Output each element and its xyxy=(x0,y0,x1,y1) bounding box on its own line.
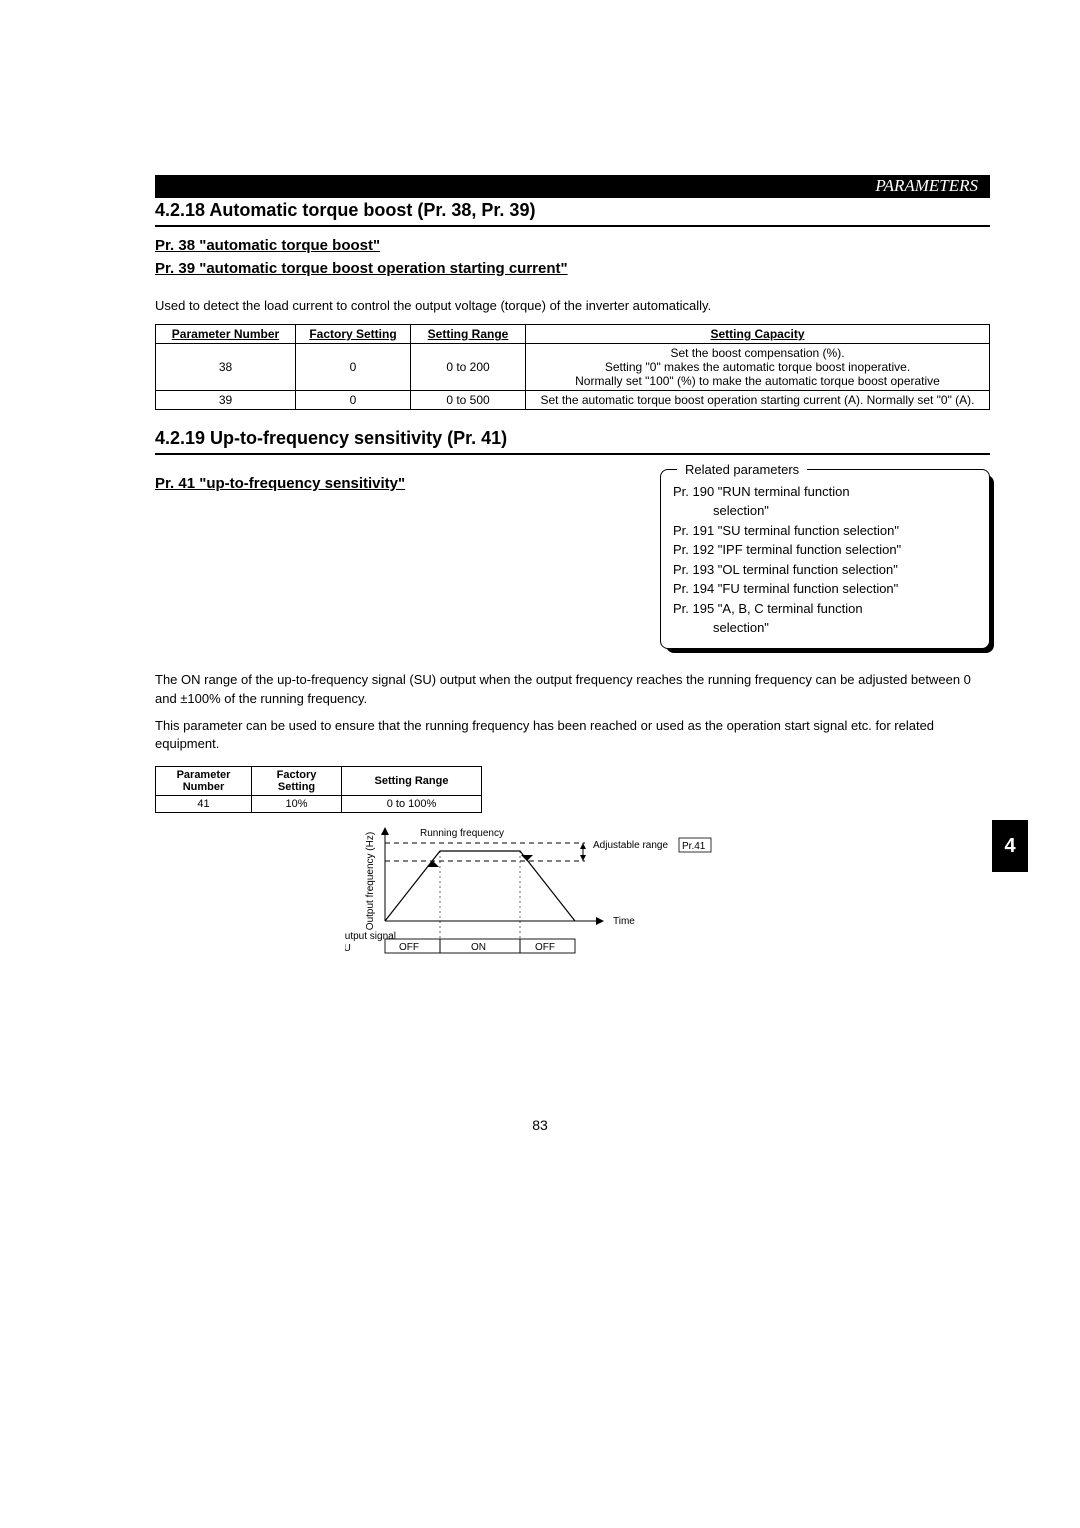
pr41-subheading: Pr. 41 "up-to-frequency sensitivity" xyxy=(155,475,625,492)
cell-num: 39 xyxy=(156,390,296,409)
svg-text:OFF: OFF xyxy=(535,942,555,953)
section2-para2: This parameter can be used to ensure tha… xyxy=(155,717,990,755)
section2-para1: The ON range of the up-to-frequency sign… xyxy=(155,671,990,709)
svg-text:ON: ON xyxy=(471,942,486,953)
svg-text:Adjustable range: Adjustable range xyxy=(593,840,668,851)
svg-text:Output signal: Output signal xyxy=(345,931,396,942)
cell-factory: 0 xyxy=(296,343,411,390)
pr38-subheading: Pr. 38 "automatic torque boost" xyxy=(155,237,990,254)
callout-line: Pr. 190 "RUN terminal function xyxy=(673,482,979,502)
cell-factory: 0 xyxy=(296,390,411,409)
cell-capacity: Set the boost compensation (%). Setting … xyxy=(526,343,990,390)
callout-line: Pr. 191 "SU terminal function selection" xyxy=(673,521,979,541)
svg-text:Pr.41: Pr.41 xyxy=(682,841,706,852)
callout-line: Pr. 194 "FU terminal function selection" xyxy=(673,579,979,599)
svg-text:OFF: OFF xyxy=(399,942,419,953)
th-param-num: Parameter Number xyxy=(156,324,296,343)
section-4-2-19-heading: 4.2.19 Up-to-frequency sensitivity (Pr. … xyxy=(155,428,990,455)
table-row: 38 0 0 to 200 Set the boost compensation… xyxy=(156,343,990,390)
cell-range: 0 to 200 xyxy=(411,343,526,390)
pr39-subheading: Pr. 39 "automatic torque boost operation… xyxy=(155,260,990,277)
cell-num: 38 xyxy=(156,343,296,390)
th-range: Setting Range xyxy=(411,324,526,343)
svg-text:Time: Time xyxy=(613,916,635,927)
callout-line: Pr. 192 "IPF terminal function selection… xyxy=(673,540,979,560)
svg-text:SU: SU xyxy=(345,943,351,954)
th-factory: Factory Setting xyxy=(252,767,342,796)
cell-range: 0 to 100% xyxy=(342,796,482,813)
callout-line: Pr. 195 "A, B, C terminal function xyxy=(673,599,979,619)
th-range: Setting Range xyxy=(342,767,482,796)
cell-num: 41 xyxy=(156,796,252,813)
table-row: 39 0 0 to 500 Set the automatic torque b… xyxy=(156,390,990,409)
cell-capacity: Set the automatic torque boost operation… xyxy=(526,390,990,409)
callout-line-cont: selection" xyxy=(673,501,979,521)
frequency-diagram: Output frequency (Hz) Running frequency … xyxy=(345,821,990,974)
th-capacity: Setting Capacity xyxy=(526,324,990,343)
section1-table: Parameter Number Factory Setting Setting… xyxy=(155,324,990,410)
callout-line-cont: selection" xyxy=(673,618,979,638)
table-row: 41 10% 0 to 100% xyxy=(156,796,482,813)
svg-text:Running frequency: Running frequency xyxy=(420,828,504,839)
chapter-tab: 4 xyxy=(992,820,1028,872)
section1-intro: Used to detect the load current to contr… xyxy=(155,297,990,316)
cell-range: 0 to 500 xyxy=(411,390,526,409)
callout-line: Pr. 193 "OL terminal function selection" xyxy=(673,560,979,580)
svg-text:Output frequency (Hz): Output frequency (Hz) xyxy=(365,832,376,930)
th-factory: Factory Setting xyxy=(296,324,411,343)
page-number: 83 xyxy=(0,1117,1080,1133)
th-param-num: Parameter Number xyxy=(156,767,252,796)
related-params-callout: Related parameters Pr. 190 "RUN terminal… xyxy=(660,469,990,649)
cell-factory: 10% xyxy=(252,796,342,813)
section-4-2-18-heading: 4.2.18 Automatic torque boost (Pr. 38, P… xyxy=(155,200,990,227)
header-bar: PARAMETERS xyxy=(155,175,990,198)
callout-legend: Related parameters xyxy=(677,460,807,480)
section2-table: Parameter Number Factory Setting Setting… xyxy=(155,766,482,813)
